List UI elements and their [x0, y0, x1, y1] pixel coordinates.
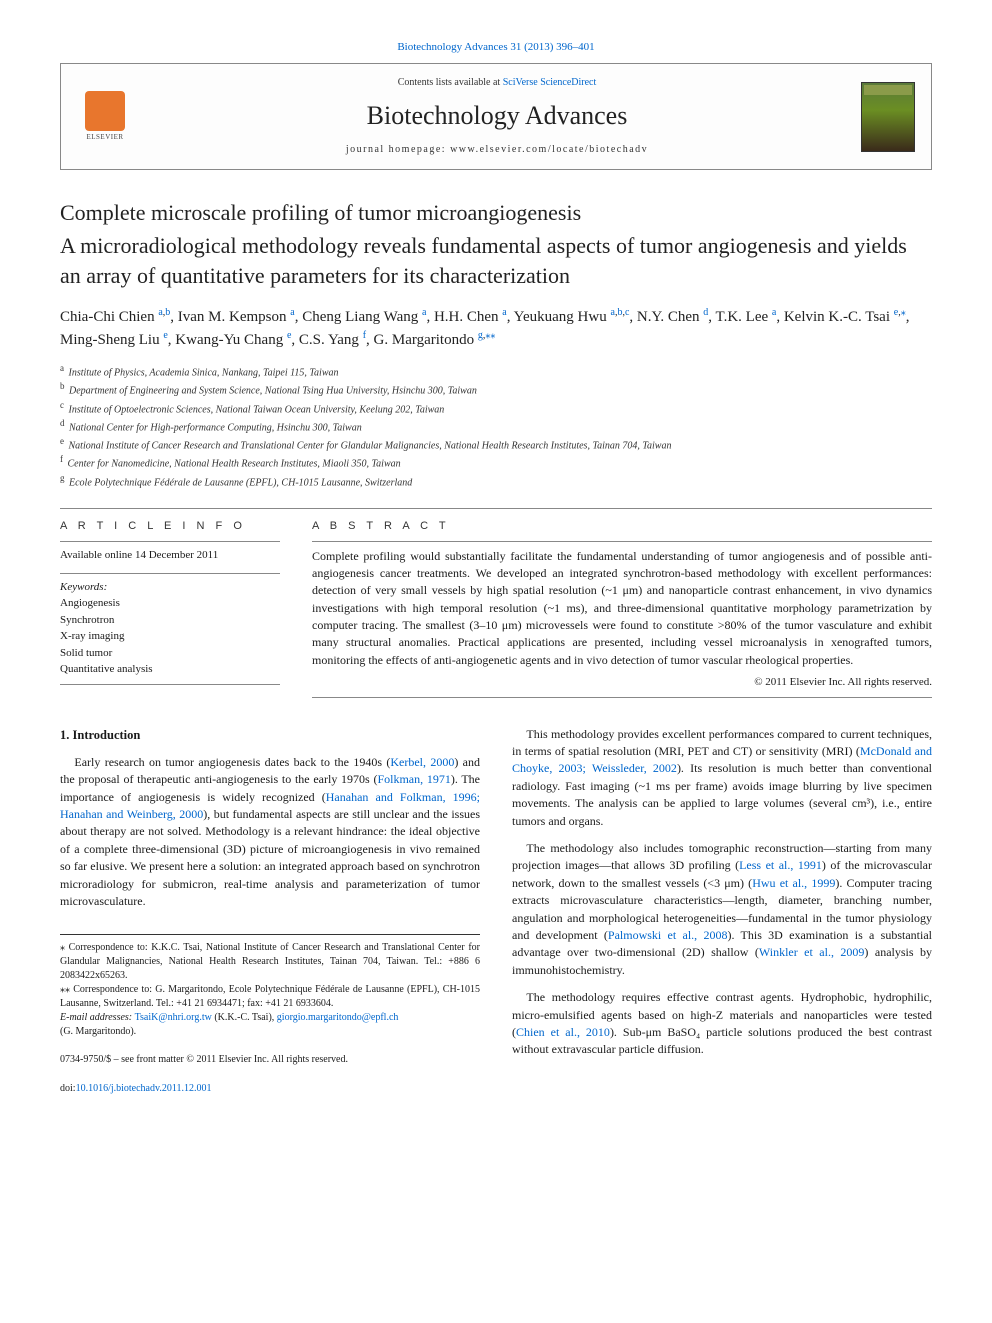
journal-cover-thumbnail — [861, 82, 915, 152]
author-affiliation-superscript: g,⁎⁎ — [478, 330, 496, 341]
affiliation-ref[interactable]: a — [158, 307, 162, 318]
abstract-body: Complete profiling would substantially f… — [312, 541, 932, 670]
abstract-header: A B S T R A C T — [312, 519, 932, 534]
citation-link[interactable]: Folkman, 1971 — [377, 772, 450, 786]
keyword: X-ray imaging — [60, 628, 280, 645]
homepage-line: journal homepage: www.elsevier.com/locat… — [157, 143, 837, 157]
sciencedirect-link[interactable]: SciVerse ScienceDirect — [503, 77, 597, 88]
affiliation-list: a Institute of Physics, Academia Sinica,… — [60, 362, 932, 490]
column-left: 1. Introduction Early research on tumor … — [60, 726, 480, 1097]
citation-link[interactable]: McDonald and Choyke, 2003; Weissleder, 2… — [512, 744, 932, 775]
citation-link[interactable]: Palmowski et al., 2008 — [608, 928, 728, 942]
author-name: , Kwang-Yu Chang — [168, 332, 287, 348]
keyword: Synchrotron — [60, 612, 280, 629]
journal-header: ELSEVIER Contents lists available at Sci… — [60, 63, 932, 169]
paragraph: This methodology provides excellent perf… — [512, 726, 932, 830]
author-name: , Yeukuang Hwu — [507, 309, 611, 325]
affiliation: c Institute of Optoelectronic Sciences, … — [60, 399, 932, 417]
author-name: , Cheng Liang Wang — [295, 309, 422, 325]
affiliation: a Institute of Physics, Academia Sinica,… — [60, 362, 932, 380]
citation-link[interactable]: Chien et al., 2010 — [516, 1025, 610, 1039]
footer-doi: doi:10.1016/j.biotechadv.2011.12.001 — [60, 1082, 480, 1097]
affiliation-ref[interactable]: e — [894, 307, 898, 318]
correspondence-2: ⁎⁎ Correspondence to: G. Margaritondo, E… — [60, 983, 480, 1011]
email-line: E-mail addresses: TsaiK@nhri.org.tw (K.K… — [60, 1011, 480, 1025]
available-online: Available online 14 December 2011 — [60, 541, 280, 563]
author-list: Chia-Chi Chien a,b, Ivan M. Kempson a , C… — [60, 305, 932, 352]
keywords-label: Keywords: — [60, 573, 280, 595]
keyword: Angiogenesis — [60, 595, 280, 612]
paragraph: The methodology also includes tomographi… — [512, 840, 932, 979]
article-info-header: A R T I C L E I N F O — [60, 519, 280, 534]
citation-link[interactable]: Biotechnology Advances 31 (2013) 396–401 — [397, 41, 594, 53]
keyword: Quantitative analysis — [60, 661, 280, 678]
publisher-name: ELSEVIER — [86, 133, 123, 143]
citation-link[interactable]: Hanahan and Folkman, 1996; Hanahan and W… — [60, 790, 480, 821]
paragraph: Early research on tumor angiogenesis dat… — [60, 754, 480, 911]
paragraph: The methodology requires effective contr… — [512, 989, 932, 1059]
author-name: , C.S. Yang — [291, 332, 362, 348]
author-name: Chia-Chi Chien — [60, 309, 158, 325]
journal-name: Biotechnology Advances — [157, 98, 837, 134]
author-affiliation-superscript: a,b,c — [610, 307, 629, 318]
footer-issn: 0734-9750/$ – see front matter © 2011 El… — [60, 1053, 480, 1068]
citation-link[interactable]: Hwu et al., 1999 — [752, 876, 835, 890]
affiliation: g Ecole Polytechnique Fédérale de Lausan… — [60, 472, 932, 490]
elsevier-logo: ELSEVIER — [77, 85, 133, 149]
citation-link[interactable]: Winkler et al., 2009 — [759, 945, 865, 959]
contents-line: Contents lists available at SciVerse Sci… — [157, 76, 837, 90]
affiliation-ref[interactable]: a — [610, 307, 614, 318]
column-right: This methodology provides excellent perf… — [512, 726, 932, 1097]
doi-link[interactable]: 10.1016/j.biotechadv.2011.12.001 — [76, 1083, 212, 1094]
author-name: , H.H. Chen — [426, 309, 502, 325]
keyword: Solid tumor — [60, 645, 280, 662]
divider — [60, 508, 932, 509]
author-affiliation-superscript: e,⁎ — [894, 307, 906, 318]
affiliation: e National Institute of Cancer Research … — [60, 435, 932, 453]
homepage-url: www.elsevier.com/locate/biotechadv — [450, 144, 648, 155]
affiliation: d National Center for High-performance C… — [60, 417, 932, 435]
abstract-panel: A B S T R A C T Complete profiling would… — [312, 519, 932, 698]
author-name: , Ivan M. Kempson — [170, 309, 290, 325]
author-name: , N.Y. Chen — [629, 309, 703, 325]
email-link-1[interactable]: TsaiK@nhri.org.tw — [135, 1012, 212, 1023]
affiliation-ref[interactable]: b — [617, 307, 622, 318]
author-name: , T.K. Lee — [708, 309, 772, 325]
affiliation-ref[interactable]: ⁎⁎ — [485, 330, 495, 341]
email-who-2: (G. Margaritondo). — [60, 1025, 480, 1039]
citation-link[interactable]: Less et al., 1991 — [739, 858, 822, 872]
article-title: Complete microscale profiling of tumor m… — [60, 198, 932, 228]
article-subtitle: A microradiological methodology reveals … — [60, 231, 932, 290]
affiliation: b Department of Engineering and System S… — [60, 380, 932, 398]
correspondence-1: ⁎ Correspondence to: K.K.C. Tsai, Nation… — [60, 941, 480, 983]
affiliation-ref[interactable]: g — [478, 330, 483, 341]
citation-header: Biotechnology Advances 31 (2013) 396–401 — [60, 40, 932, 55]
author-affiliation-superscript: a,b — [158, 307, 170, 318]
body-columns: 1. Introduction Early research on tumor … — [60, 726, 932, 1097]
article-info-panel: A R T I C L E I N F O Available online 1… — [60, 519, 280, 698]
section-heading-intro: 1. Introduction — [60, 726, 480, 744]
author-name: , G. Margaritondo — [366, 332, 478, 348]
footnotes: ⁎ Correspondence to: K.K.C. Tsai, Nation… — [60, 934, 480, 1039]
abstract-copyright: © 2011 Elsevier Inc. All rights reserved… — [312, 675, 932, 697]
email-link-2[interactable]: giorgio.margaritondo@epfl.ch — [277, 1012, 399, 1023]
author-name: , Kelvin K.-C. Tsai — [776, 309, 893, 325]
affiliation: f Center for Nanomedicine, National Heal… — [60, 453, 932, 471]
elsevier-tree-icon — [85, 91, 125, 131]
citation-link[interactable]: Kerbel, 2000 — [390, 755, 454, 769]
keywords-list: AngiogenesisSynchrotronX-ray imagingSoli… — [60, 595, 280, 685]
